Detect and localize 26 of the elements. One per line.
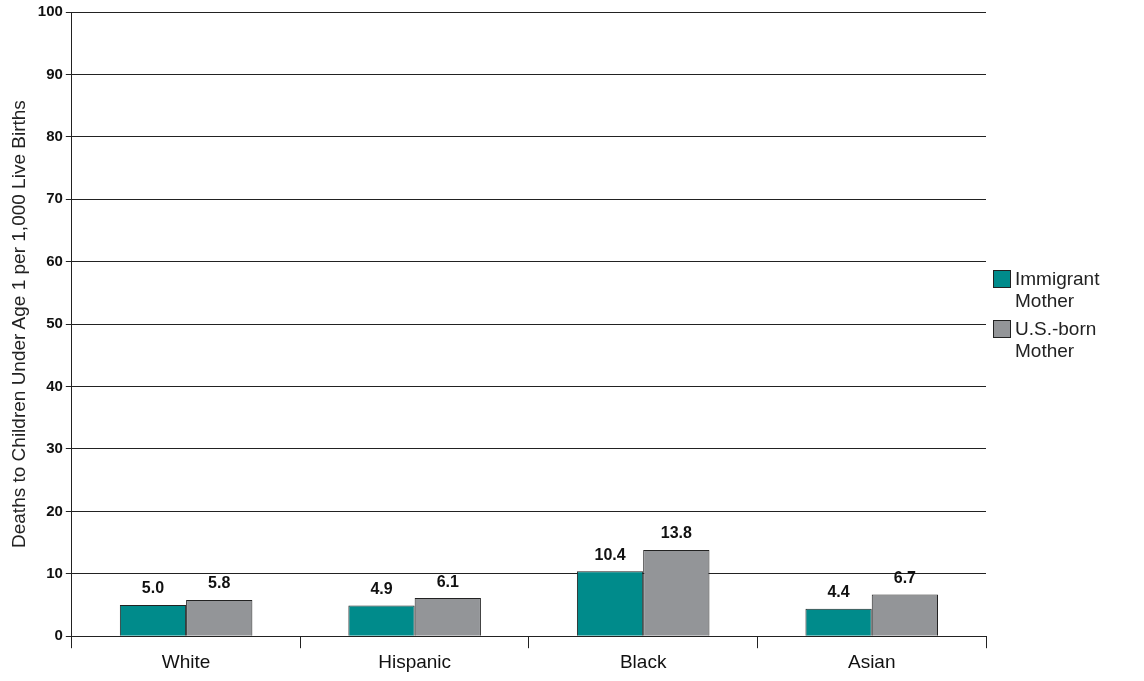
data-label: 6.7 [893,568,917,586]
legend-label: U.S.-born Mother [1015,318,1098,362]
y-tick-label: 50 [46,314,63,332]
data-label: 4.9 [370,580,393,598]
data-label: 13.8 [660,524,692,542]
y-tick-label: 80 [46,126,63,144]
x-tick-label: Asian [847,650,896,672]
y-tick-label: 60 [46,251,63,269]
data-label: 10.4 [594,545,626,563]
y-tick-label: 10 [46,563,63,581]
y-tick-label: 30 [46,439,63,457]
y-axis-title: Deaths to Children Under Age 1 per 1,000 Live Births [7,100,29,549]
data-label: 5.0 [141,579,165,597]
y-tick-label: 90 [46,64,63,82]
legend-label: Immigrant Mother [1015,268,1101,312]
x-tick-label: White [161,650,211,672]
x-tick-label: Black [619,650,667,672]
y-tick-label: 40 [46,376,63,394]
y-tick-label: 70 [46,189,63,207]
y-tick-label: 0 [54,626,63,644]
y-tick-label: 100 [37,2,63,20]
data-label: 4.4 [827,583,850,601]
data-label: 6.1 [436,572,459,590]
x-tick-label: Hispanic [378,650,452,672]
y-tick-label: 20 [46,501,63,519]
data-label: 5.8 [208,574,231,592]
